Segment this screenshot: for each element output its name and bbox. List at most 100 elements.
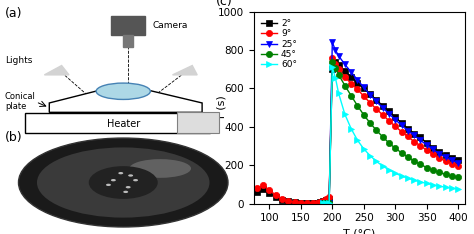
2°: [304, 201, 310, 204]
9°: [310, 201, 316, 204]
45°: [418, 163, 423, 166]
45°: [405, 156, 410, 159]
9°: [443, 160, 448, 162]
9°: [320, 199, 326, 202]
9°: [279, 197, 285, 200]
9°: [273, 194, 278, 196]
45°: [361, 113, 366, 116]
45°: [424, 166, 429, 169]
60°: [367, 154, 373, 157]
45°: [430, 169, 436, 172]
2°: [320, 200, 326, 203]
60°: [386, 168, 392, 171]
Ellipse shape: [111, 179, 116, 181]
25°: [333, 49, 338, 51]
Line: 45°: 45°: [320, 58, 461, 206]
25°: [367, 93, 373, 96]
45°: [449, 175, 455, 178]
25°: [320, 201, 326, 204]
45°: [326, 201, 332, 204]
45°: [399, 151, 404, 154]
9°: [386, 119, 392, 122]
Ellipse shape: [96, 83, 150, 99]
Ellipse shape: [126, 186, 131, 188]
60°: [374, 160, 379, 163]
9°: [361, 95, 366, 98]
Ellipse shape: [89, 166, 158, 199]
45°: [367, 122, 373, 124]
Text: Camera: Camera: [153, 21, 188, 30]
60°: [392, 172, 398, 175]
X-axis label: T (°C): T (°C): [343, 229, 375, 234]
2°: [361, 87, 366, 90]
Ellipse shape: [106, 184, 111, 186]
60°: [399, 175, 404, 177]
9°: [304, 201, 310, 204]
25°: [399, 124, 404, 127]
9°: [367, 102, 373, 104]
60°: [348, 127, 354, 130]
2°: [380, 104, 385, 107]
Line: 2°: 2°: [254, 58, 461, 206]
2°: [437, 151, 442, 154]
Bar: [111, 16, 146, 35]
9°: [323, 197, 329, 200]
60°: [405, 177, 410, 180]
2°: [348, 76, 354, 78]
60°: [329, 66, 335, 69]
25°: [361, 86, 366, 89]
60°: [326, 201, 332, 204]
9°: [456, 164, 461, 167]
2°: [279, 198, 285, 201]
9°: [392, 125, 398, 128]
2°: [336, 64, 341, 67]
2°: [418, 136, 423, 139]
2°: [317, 201, 322, 203]
9°: [314, 201, 319, 204]
2°: [285, 200, 291, 203]
2°: [386, 110, 392, 113]
2°: [254, 191, 260, 194]
9°: [437, 157, 442, 159]
2°: [342, 70, 348, 73]
45°: [386, 142, 392, 144]
25°: [430, 148, 436, 151]
60°: [355, 139, 360, 142]
45°: [374, 129, 379, 132]
25°: [326, 201, 332, 204]
2°: [399, 122, 404, 124]
25°: [456, 161, 461, 164]
Text: (c): (c): [216, 0, 232, 8]
2°: [449, 156, 455, 159]
Ellipse shape: [37, 147, 210, 218]
Text: Heater: Heater: [107, 119, 140, 128]
Bar: [25, 113, 210, 133]
9°: [411, 140, 417, 143]
60°: [424, 182, 429, 185]
45°: [437, 171, 442, 174]
Text: 350°C: 350°C: [188, 115, 209, 121]
Text: Conical
plate: Conical plate: [5, 92, 36, 111]
25°: [443, 156, 448, 159]
25°: [449, 159, 455, 162]
60°: [361, 147, 366, 150]
2°: [456, 158, 461, 161]
25°: [380, 106, 385, 109]
2°: [326, 197, 332, 200]
9°: [326, 195, 332, 198]
9°: [329, 56, 335, 59]
25°: [437, 152, 442, 155]
25°: [424, 144, 429, 146]
9°: [418, 144, 423, 147]
2°: [374, 99, 379, 101]
Ellipse shape: [18, 138, 228, 227]
25°: [336, 55, 341, 57]
45°: [348, 94, 354, 97]
2°: [424, 142, 429, 145]
2°: [292, 201, 297, 203]
2°: [314, 201, 319, 204]
9°: [333, 62, 338, 65]
9°: [355, 88, 360, 91]
2°: [367, 93, 373, 96]
45°: [336, 73, 341, 76]
